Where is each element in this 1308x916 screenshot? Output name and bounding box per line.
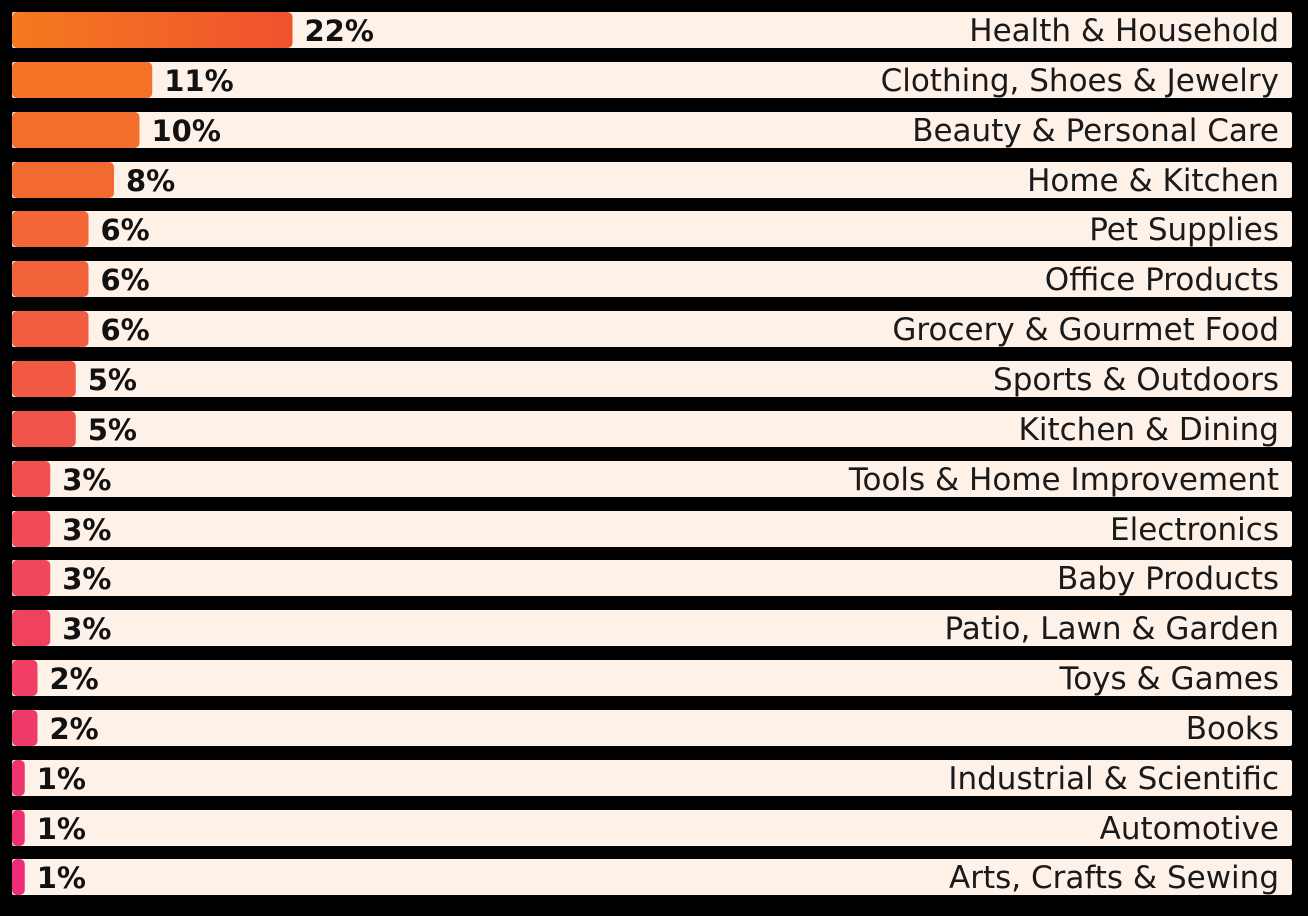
bar [12,112,140,148]
bar [12,461,51,497]
bar [12,660,38,696]
value-label: 1% [37,861,86,895]
bar-row: 11% Clothing, Shoes & Jewelry [12,62,1292,99]
value-label: 22% [305,14,374,48]
bar-row: 6% Office Products [12,261,1292,298]
value-label: 1% [37,812,86,846]
bar-track [12,261,1292,297]
value-label: 6% [101,313,150,347]
bar [12,610,51,646]
bar-track [12,560,1292,596]
bar-row: 1% Industrial & Scientific [12,760,1292,797]
bar [12,560,51,596]
category-label: Health & Household [969,13,1279,49]
value-label: 3% [62,562,111,596]
category-label: Home & Kitchen [1027,163,1279,199]
category-label: Office Products [1045,262,1279,298]
bar-row: 6% Pet Supplies [12,211,1292,248]
category-label: Arts, Crafts & Sewing [949,860,1279,896]
bar-row: 22% Health & Household [12,12,1292,49]
bar-track [12,411,1292,447]
value-label: 10% [152,114,221,148]
bar [12,62,153,98]
bar-row: 3% Baby Products [12,560,1292,597]
category-label: Electronics [1110,512,1279,548]
bar [12,411,76,447]
value-label: 5% [88,363,137,397]
bar-track [12,710,1292,746]
value-label: 2% [50,712,99,746]
value-label: 11% [164,64,233,98]
value-label: 3% [62,612,111,646]
category-label: Grocery & Gourmet Food [892,312,1279,348]
bar-row: 10% Beauty & Personal Care [12,112,1292,149]
bar [12,361,76,397]
bar-track [12,311,1292,347]
category-label: Industrial & Scientific [948,761,1279,797]
bar-row: 8% Home & Kitchen [12,162,1292,199]
bar-track [12,660,1292,696]
bar-row: 5% Sports & Outdoors [12,361,1292,398]
bar [12,859,25,895]
bar-track [12,12,1292,48]
value-label: 6% [101,213,150,247]
bar-row: 6% Grocery & Gourmet Food [12,311,1292,348]
bar-track [12,760,1292,796]
bar-track [12,859,1292,895]
bar-track [12,112,1292,148]
bar-row: 1% Automotive [12,810,1292,847]
bar-row: 2% Books [12,710,1292,747]
bar [12,511,51,547]
category-label: Baby Products [1057,561,1279,597]
category-label: Books [1186,711,1279,747]
bar-row: 3% Tools & Home Improvement [12,461,1292,498]
bar-row: 5% Kitchen & Dining [12,411,1292,448]
category-label: Kitchen & Dining [1019,412,1279,448]
value-label: 6% [101,263,150,297]
bar-track [12,162,1292,198]
category-label: Clothing, Shoes & Jewelry [881,63,1279,99]
bar [12,261,89,297]
bar-track [12,810,1292,846]
bar-row: 2% Toys & Games [12,660,1292,697]
value-label: 5% [88,413,137,447]
bar-row: 3% Patio, Lawn & Garden [12,610,1292,647]
bar-track [12,610,1292,646]
category-label: Patio, Lawn & Garden [944,611,1279,647]
category-label: Tools & Home Improvement [848,462,1279,498]
bar [12,810,25,846]
bar [12,12,293,48]
bar-row: 1% Arts, Crafts & Sewing [12,859,1292,896]
value-label: 3% [62,513,111,547]
bar [12,162,114,198]
value-label: 2% [50,662,99,696]
bar-track [12,211,1292,247]
bar-track [12,511,1292,547]
bar-row: 3% Electronics [12,511,1292,548]
value-label: 8% [126,164,175,198]
bar-track [12,361,1292,397]
category-label: Pet Supplies [1089,212,1279,248]
bar [12,710,38,746]
bar-track [12,461,1292,497]
bar-track [12,62,1292,98]
value-label: 3% [62,463,111,497]
bar [12,311,89,347]
category-label: Automotive [1100,811,1279,847]
category-label: Beauty & Personal Care [912,113,1279,149]
category-label: Sports & Outdoors [993,362,1279,398]
bar [12,760,25,796]
category-label: Toys & Games [1059,661,1279,697]
value-label: 1% [37,762,86,796]
bar [12,211,89,247]
